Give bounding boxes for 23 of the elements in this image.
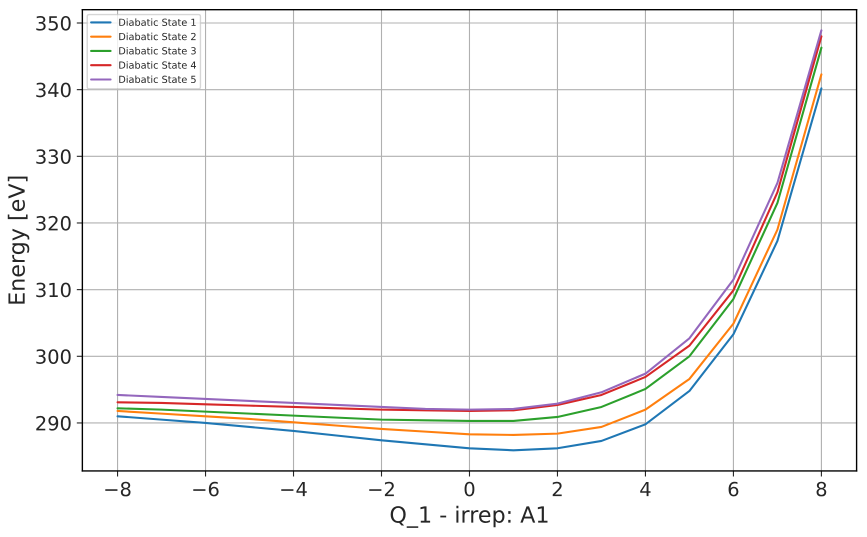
y-tick-label: 290 bbox=[36, 416, 71, 431]
x-tick-label: 0 bbox=[464, 482, 474, 496]
x-tick-label: −2 bbox=[369, 482, 394, 496]
x-tick-label: −4 bbox=[281, 482, 307, 496]
y-tick-label: 320 bbox=[36, 216, 71, 231]
y-tick-label: 340 bbox=[36, 82, 71, 98]
legend-label: Diabatic State 3 bbox=[119, 46, 196, 54]
y-tick-label: 300 bbox=[36, 349, 71, 364]
x-tick-label: 4 bbox=[640, 482, 651, 496]
legend-label: Diabatic State 1 bbox=[119, 18, 196, 26]
x-axis-title: Q_1 - irrep: A1 bbox=[390, 506, 548, 528]
y-tick-label: 310 bbox=[36, 282, 71, 298]
x-tick-label: 2 bbox=[552, 482, 562, 496]
legend-label: Diabatic State 5 bbox=[119, 76, 196, 84]
x-tick-label: −8 bbox=[105, 482, 131, 496]
x-tick-label: −6 bbox=[193, 482, 219, 496]
x-tick-label: 8 bbox=[816, 482, 826, 496]
legend-label: Diabatic State 2 bbox=[119, 32, 196, 40]
y-axis-title: Energy [eV] bbox=[8, 176, 30, 304]
y-tick-label: 330 bbox=[36, 149, 71, 164]
legend-label: Diabatic State 4 bbox=[119, 61, 196, 69]
x-tick-label: 6 bbox=[728, 482, 738, 496]
y-tick-label: 350 bbox=[36, 16, 71, 31]
